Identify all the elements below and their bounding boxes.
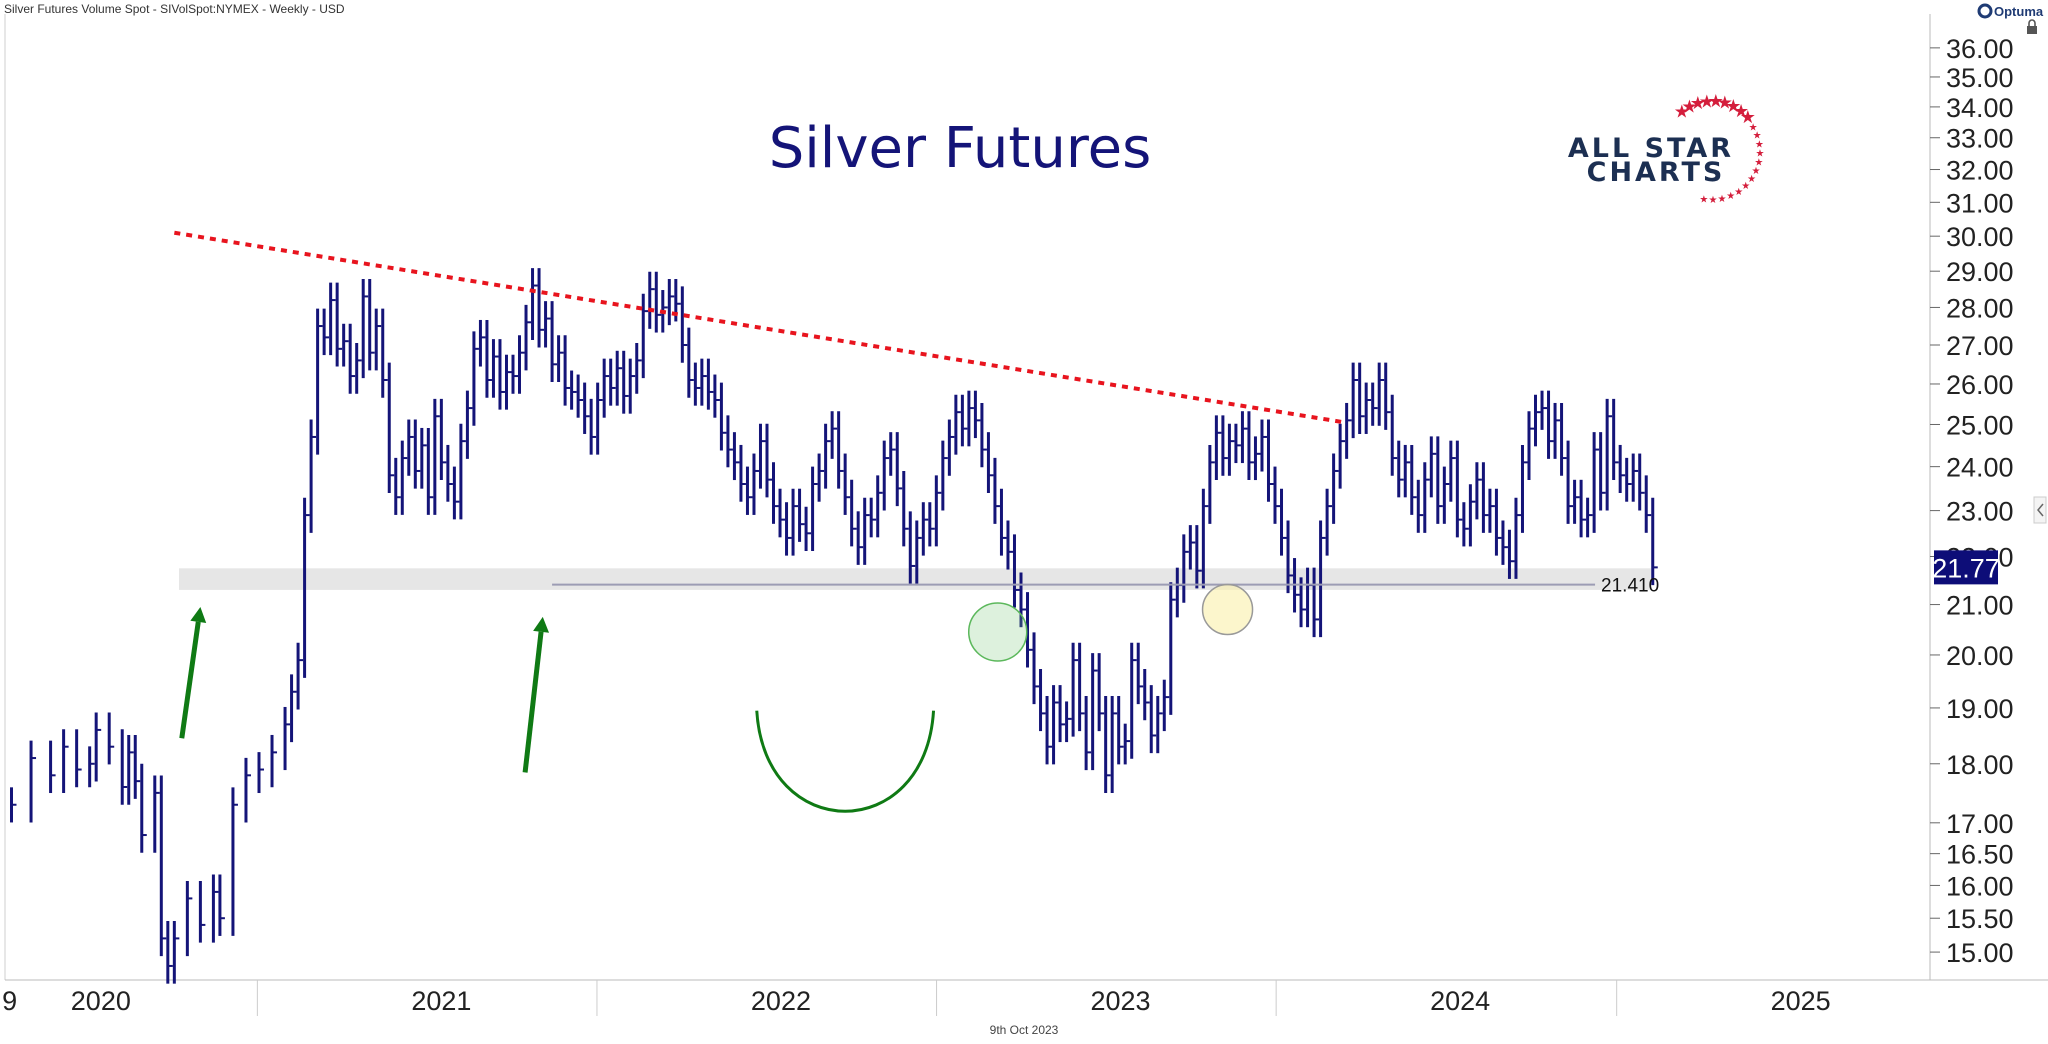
y-tick-label: 34.00 <box>1946 93 2014 123</box>
star-icon: ★ <box>1699 194 1708 205</box>
star-icon: ★ <box>1699 91 1715 112</box>
star-icon: ★ <box>1755 139 1764 150</box>
last-price-label: 21.77 <box>1932 553 2000 583</box>
y-tick-label: 31.00 <box>1946 188 2014 218</box>
y-tick-label: 16.50 <box>1946 840 2014 870</box>
star-icon: ★ <box>1690 93 1706 114</box>
star-icon: ★ <box>1717 93 1733 114</box>
y-tick-label: 19.00 <box>1946 694 2014 724</box>
yellow-highlight-circle <box>1201 583 1254 636</box>
last-price-box <box>1934 550 1998 585</box>
x-tick-label: 2023 <box>1091 986 1151 1016</box>
y-tick-label: 33.00 <box>1946 124 2014 154</box>
optuma-logo-icon <box>1977 3 1993 19</box>
rounded-base-arc <box>755 710 936 813</box>
y-tick-label: 32.00 <box>1946 156 2014 186</box>
star-icon: ★ <box>1755 148 1764 159</box>
star-icon: ★ <box>1740 107 1756 128</box>
x-tick-label: 2025 <box>1771 986 1831 1016</box>
star-icon: ★ <box>1747 174 1756 185</box>
lock-icon[interactable] <box>2027 19 2037 34</box>
annotations: 21.410 <box>174 230 1659 813</box>
star-icon: ★ <box>1726 191 1735 202</box>
last-price-badge: 21.77 <box>1932 550 2000 585</box>
y-tick-label: 30.00 <box>1946 222 2014 252</box>
x-tick-label: 2022 <box>751 986 811 1016</box>
y-tick-label: 21.00 <box>1946 591 2014 621</box>
y-tick-label: 24.00 <box>1946 453 2014 483</box>
y-tick-label: 15.00 <box>1946 938 2014 968</box>
logo-star-ring: ★★★★★★★★★★★★★★★★★★★★★★ <box>1674 91 1765 206</box>
star-icon: ★ <box>1749 122 1758 133</box>
star-icon: ★ <box>1674 102 1690 123</box>
x-tick-label: 2020 <box>71 986 131 1016</box>
y-tick-label: 16.00 <box>1946 871 2014 901</box>
y-tick-label: 15.50 <box>1946 904 2014 934</box>
green-highlight-circle <box>967 602 1028 662</box>
star-icon: ★ <box>1708 91 1724 112</box>
support-level-label: 21.410 <box>1601 576 1659 597</box>
y-tick-label: 35.00 <box>1946 63 2014 93</box>
green-arrow-head <box>533 616 550 633</box>
collapse-arrow-icon[interactable] <box>2033 496 2047 524</box>
star-icon: ★ <box>1753 131 1762 142</box>
x-tick-label: 2021 <box>411 986 471 1016</box>
y-tick-label: 20.00 <box>1946 641 2014 671</box>
x-axis-labels: 9 2020 2021 2022 2023 2024 2025 <box>2 986 1831 1016</box>
star-icon: ★ <box>1681 97 1697 118</box>
y-tick-label: 28.00 <box>1946 293 2014 323</box>
support-band-layer <box>178 568 1651 590</box>
green-arrow-head <box>190 607 207 623</box>
star-icon: ★ <box>1725 96 1741 117</box>
y-tick-label: 29.00 <box>1946 257 2014 287</box>
green-arrow-shaft <box>179 621 201 739</box>
y-tick-label: 23.00 <box>1946 497 2014 527</box>
green-arrow-shaft <box>522 631 544 773</box>
chart-title: Silver Futures <box>769 116 1152 181</box>
all-star-charts-logo: ★★★★★★★★★★★★★★★★★★★★★★ ALL STAR CHARTS <box>1568 91 1765 206</box>
star-icon: ★ <box>1709 195 1718 206</box>
star-icon: ★ <box>1754 157 1763 168</box>
y-tick-label: 27.00 <box>1946 331 2014 361</box>
support-band <box>178 568 1651 590</box>
star-icon: ★ <box>1741 181 1750 192</box>
x-tick-label: 2024 <box>1430 986 1490 1016</box>
logo-line-1: ALL STAR <box>1568 133 1734 164</box>
y-tick-label: 17.00 <box>1946 809 2014 839</box>
star-icon: ★ <box>1733 101 1749 122</box>
brand-name: Optuma <box>1994 4 2044 19</box>
axis-ticks <box>256 47 1940 1016</box>
price-series <box>10 268 1658 984</box>
resistance-trendline <box>174 230 1346 425</box>
star-icon: ★ <box>1718 194 1727 205</box>
instrument-header: Silver Futures Volume Spot - SIVolSpot:N… <box>4 2 345 16</box>
y-tick-label: 26.00 <box>1946 370 2014 400</box>
chart-date: 9th Oct 2023 <box>990 1023 1059 1037</box>
y-tick-label: 18.00 <box>1946 750 2014 780</box>
logo-line-2: CHARTS <box>1587 157 1726 188</box>
star-icon: ★ <box>1752 166 1761 177</box>
y-tick-label: 36.00 <box>1946 34 2014 64</box>
star-icon: ★ <box>1734 187 1743 198</box>
y-tick-label: 25.00 <box>1946 410 2014 440</box>
x-tick-label: 9 <box>2 986 17 1016</box>
